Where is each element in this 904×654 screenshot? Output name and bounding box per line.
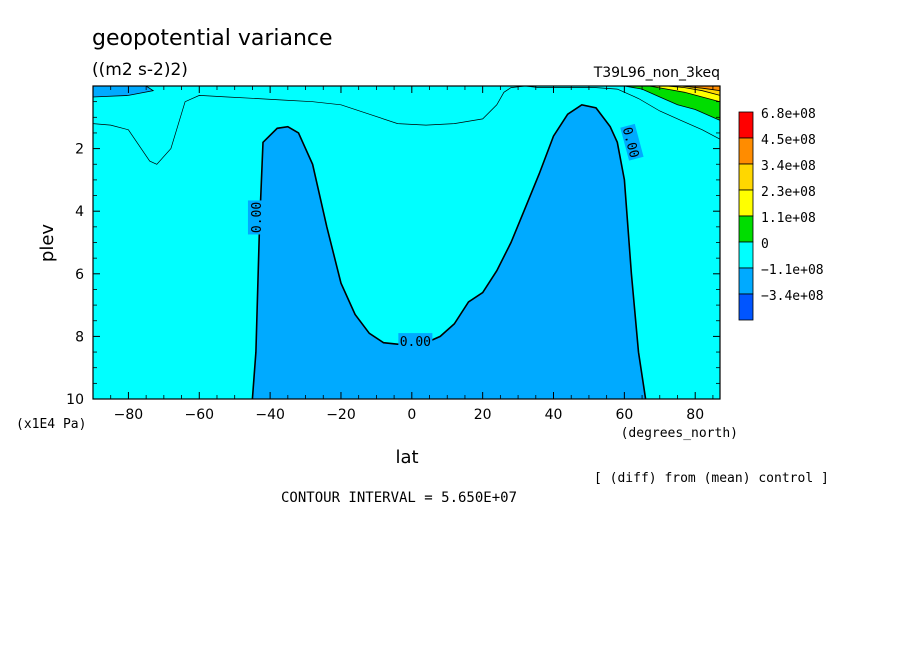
x-tick-label: 40	[545, 407, 563, 423]
y-axis-label: plev	[37, 224, 58, 263]
chart-units: ((m2 s-2)2)	[92, 60, 188, 80]
colorbar-label: −1.1e+08	[761, 263, 824, 278]
x-tick-label: −40	[255, 407, 285, 423]
x-tick-label: 60	[615, 407, 633, 423]
x-tick-label: 80	[686, 407, 704, 423]
chart-title: geopotential variance	[92, 26, 333, 51]
run-label: T39L96_non_3keq	[593, 65, 720, 81]
zero-contour-line	[251, 103, 647, 400]
diff-note: [ (diff) from (mean) control ]	[594, 471, 829, 486]
colorbar-swatch	[738, 189, 754, 217]
y-tick-label: 10	[66, 392, 84, 408]
contour-label: 0.00	[250, 202, 265, 233]
colorbar-label: 6.8e+08	[761, 107, 816, 122]
colorbar-label: 4.5e+08	[761, 133, 816, 148]
positive-contour-line	[92, 85, 721, 165]
x-tick-label: −60	[184, 407, 214, 423]
x-tick-label: −20	[326, 407, 356, 423]
colorbar-swatch	[738, 241, 754, 269]
x-axis-label: lat	[395, 447, 418, 468]
y-axis-units: (x1E4 Pa)	[16, 417, 86, 432]
colorbar-label: 2.3e+08	[761, 185, 816, 200]
colorbar-swatch	[738, 111, 754, 139]
x-axis-units: (degrees_north)	[621, 426, 738, 441]
contour-label: 0.00	[400, 335, 431, 350]
colorbar-swatch	[738, 293, 754, 321]
y-tick-label: 8	[75, 329, 84, 345]
colorbar-swatch	[738, 215, 754, 243]
colorbar-swatch	[738, 137, 754, 165]
contour-label-bg	[247, 200, 263, 235]
colorbar-label: 1.1e+08	[761, 211, 816, 226]
x-tick-label: −80	[114, 407, 144, 423]
y-tick-label: 6	[75, 267, 84, 283]
contour-interval: CONTOUR INTERVAL = 5.650E+07	[281, 490, 517, 506]
colorbar-swatch	[738, 267, 754, 295]
x-tick-label: 20	[474, 407, 492, 423]
colorbar-label: 0	[761, 237, 769, 252]
colorbar-label: −3.4e+08	[761, 289, 824, 304]
colorbar-swatch	[738, 163, 754, 191]
colorbar: 6.8e+08 4.5e+08 3.4e+08 2.3e+08 1.1e+08 0 −1.1…	[738, 107, 824, 321]
contour-label-bg	[398, 333, 433, 349]
plot-area: 0.000.000.00 −80 −60 −40 −20 0 20 40 60 80 24681…	[66, 85, 721, 423]
x-tick-label: 0	[407, 407, 416, 423]
y-tick-label: 2	[75, 142, 84, 158]
negative-region	[252, 104, 646, 400]
y-tick-label: 4	[75, 204, 84, 220]
colorbar-label: 3.4e+08	[761, 159, 816, 174]
contour-label-bg	[620, 123, 644, 161]
